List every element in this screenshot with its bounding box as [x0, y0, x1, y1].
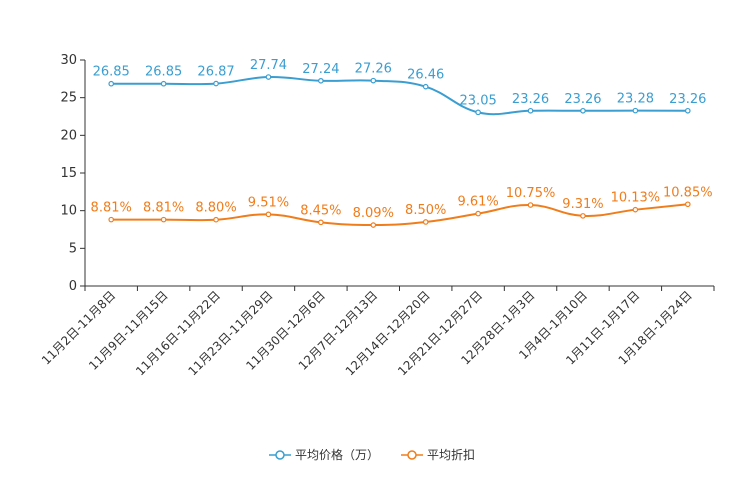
y-tick-label: 30	[60, 53, 77, 68]
legend-price-label: 平均价格（万）	[294, 448, 379, 462]
legend: 平均价格（万） 平均折扣	[0, 446, 744, 463]
data-point[interactable]	[265, 74, 272, 80]
series: 26.85 26.85 26.87 27.74 27.24 27.26 26.46 23.05…	[91, 58, 713, 228]
data-point[interactable]	[370, 222, 377, 228]
data-point[interactable]	[213, 80, 219, 87]
data-point[interactable]	[580, 107, 586, 114]
legend-discount-label: 平均折扣	[427, 448, 476, 462]
data-label: 10.13%	[611, 191, 661, 206]
legend-price-marker-icon	[268, 449, 291, 460]
data-point[interactable]	[475, 210, 481, 217]
data-label: 23.05	[460, 93, 497, 108]
y-tick-label: 15	[60, 166, 77, 181]
data-point[interactable]	[370, 77, 377, 84]
series-0: 26.85 26.85 26.87 27.74 27.24 27.26 26.46 23.05…	[93, 58, 706, 116]
data-point[interactable]	[475, 109, 481, 116]
data-label: 8.81%	[143, 201, 184, 216]
data-label: 27.26	[355, 62, 392, 77]
data-point[interactable]	[527, 202, 534, 208]
data-label: 8.09%	[353, 206, 394, 221]
x-axis-ticks: 11月2日-11月8日11月9日-11月15日11月16日-11月22日11月2…	[39, 286, 715, 378]
data-label: 8.80%	[195, 201, 236, 216]
series-line	[111, 203, 688, 227]
legend-item-discount[interactable]: 平均折扣	[401, 446, 475, 463]
data-point[interactable]	[684, 201, 691, 208]
data-point[interactable]	[318, 219, 324, 226]
data-label: 27.74	[250, 58, 287, 73]
y-tick-label: 10	[60, 204, 77, 219]
data-label: 26.87	[197, 65, 234, 80]
data-label: 10.85%	[663, 185, 713, 200]
data-point[interactable]	[318, 77, 324, 84]
y-tick-label: 20	[60, 128, 77, 143]
y-tick-label: 0	[69, 279, 77, 294]
data-label: 23.28	[617, 92, 654, 107]
legend-item-price[interactable]: 平均价格（万）	[268, 446, 379, 463]
data-point[interactable]	[422, 83, 429, 90]
series-1: 8.81% 8.81% 8.80% 9.51% 8.45% 8.09% 8.50% 9.61%…	[91, 185, 713, 228]
data-label: 9.51%	[248, 195, 289, 210]
data-label: 26.85	[93, 65, 130, 80]
data-label: 27.24	[302, 62, 339, 77]
data-point[interactable]	[684, 107, 691, 114]
data-label: 8.45%	[300, 203, 341, 218]
data-point[interactable]	[527, 107, 534, 114]
data-label: 26.85	[145, 65, 182, 80]
data-point[interactable]	[422, 219, 429, 225]
data-label: 8.50%	[405, 203, 446, 218]
data-label: 23.26	[512, 92, 549, 107]
data-point[interactable]	[632, 206, 639, 213]
data-point[interactable]	[108, 80, 115, 87]
y-tick-label: 25	[60, 91, 77, 106]
data-label: 23.26	[669, 92, 706, 107]
data-label: 8.81%	[91, 201, 132, 216]
data-label: 9.31%	[562, 197, 603, 212]
data-point[interactable]	[213, 216, 219, 223]
data-point[interactable]	[108, 216, 115, 223]
data-point[interactable]	[160, 80, 167, 87]
data-point[interactable]	[580, 213, 586, 219]
data-label: 9.61%	[457, 195, 498, 210]
data-label: 26.46	[407, 68, 444, 83]
legend-discount-marker-icon	[401, 449, 423, 460]
y-axis-ticks: 0 5 10 15 20 25 30	[60, 53, 85, 294]
data-label: 23.26	[564, 92, 601, 107]
series-line	[111, 75, 688, 116]
data-point[interactable]	[632, 107, 639, 114]
data-point[interactable]	[160, 216, 167, 223]
data-label: 10.75%	[506, 186, 556, 201]
data-point[interactable]	[265, 211, 272, 218]
y-tick-label: 5	[69, 241, 77, 256]
